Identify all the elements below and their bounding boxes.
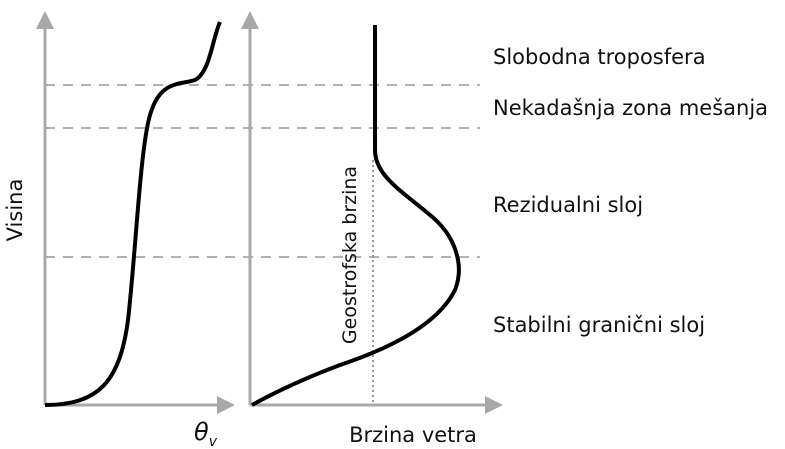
theta-subscript: v: [209, 434, 218, 449]
theta-symbol: θ: [194, 418, 209, 446]
theta-label: θv: [194, 418, 218, 449]
wind-profile: [251, 25, 461, 407]
y-axis-label: Visina: [3, 179, 27, 242]
layer-boundaries: [45, 84, 480, 258]
layer-label: Nekadašnja zona mešanja: [493, 96, 768, 120]
layer-label: Stabilni granični sloj: [493, 313, 705, 337]
right-x-label: Brzina vetra: [349, 423, 477, 447]
layer-label: Rezidualni sloj: [493, 193, 643, 217]
axes: [36, 11, 503, 414]
geostrophic-label: Geostrofska brzina: [339, 166, 361, 344]
theta-profile: [44, 21, 222, 407]
layer-label: Slobodna troposfera: [493, 45, 706, 69]
